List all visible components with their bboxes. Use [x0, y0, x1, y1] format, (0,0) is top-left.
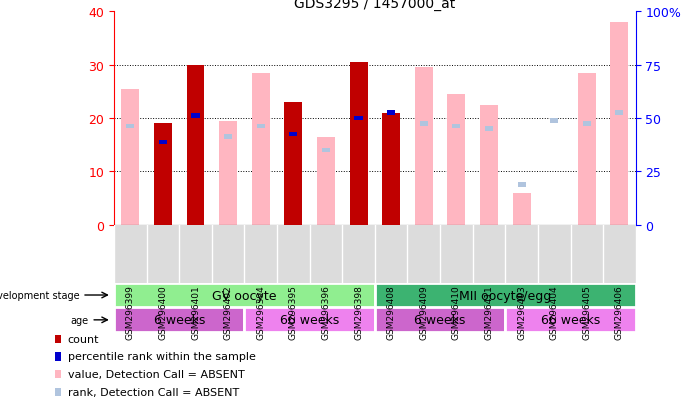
Text: count: count [68, 334, 100, 344]
Bar [616, 111, 623, 116]
Bar [513, 193, 531, 225]
Bar [55, 353, 61, 361]
Bar [480, 105, 498, 225]
Text: 66 weeks: 66 weeks [541, 313, 600, 327]
Text: 66 weeks: 66 weeks [280, 313, 339, 327]
Bar [354, 116, 363, 121]
Bar [447, 95, 465, 225]
Text: rank, Detection Call = ABSENT: rank, Detection Call = ABSENT [68, 387, 239, 397]
Title: GDS3295 / 1457000_at: GDS3295 / 1457000_at [294, 0, 455, 12]
Bar [191, 114, 200, 119]
Bar [415, 68, 433, 225]
Text: MII oocyte/egg: MII oocyte/egg [459, 289, 551, 302]
Bar [419, 122, 428, 126]
Text: 6 weeks: 6 weeks [153, 313, 205, 327]
Bar [252, 74, 269, 225]
Bar [55, 388, 61, 396]
Bar [256, 124, 265, 129]
Text: GV oocyte: GV oocyte [212, 289, 276, 302]
Bar [290, 132, 297, 137]
Bar [518, 183, 526, 188]
Bar [485, 127, 493, 132]
Text: age: age [70, 315, 89, 325]
Bar [350, 63, 368, 225]
Bar [159, 140, 167, 145]
Bar [55, 335, 61, 343]
Bar [375, 308, 505, 332]
Text: development stage: development stage [0, 290, 79, 300]
Bar [550, 119, 558, 124]
Bar [317, 138, 335, 225]
Bar [245, 308, 375, 332]
Bar [583, 122, 591, 126]
Bar [154, 124, 172, 225]
Bar [114, 308, 245, 332]
Bar [505, 308, 636, 332]
Bar [375, 283, 636, 308]
Bar [285, 127, 303, 225]
Bar [387, 111, 395, 116]
Bar [219, 121, 237, 225]
Bar [114, 283, 375, 308]
Text: percentile rank within the sample: percentile rank within the sample [68, 351, 256, 362]
Bar [322, 148, 330, 153]
Bar [154, 124, 172, 225]
Bar [122, 90, 140, 225]
Text: value, Detection Call = ABSENT: value, Detection Call = ABSENT [68, 369, 245, 379]
Bar [578, 74, 596, 225]
Bar [224, 135, 232, 140]
Bar [55, 370, 61, 378]
Bar [126, 124, 134, 129]
Bar [285, 103, 303, 225]
Bar [382, 114, 400, 225]
Bar [453, 124, 460, 129]
Bar [610, 23, 628, 225]
Text: 6 weeks: 6 weeks [415, 313, 466, 327]
Bar [187, 66, 205, 225]
